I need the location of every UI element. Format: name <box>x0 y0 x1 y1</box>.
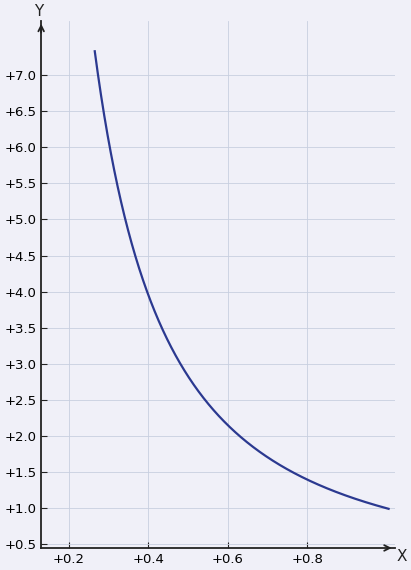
Text: Y: Y <box>35 4 44 19</box>
Text: X: X <box>397 549 407 564</box>
